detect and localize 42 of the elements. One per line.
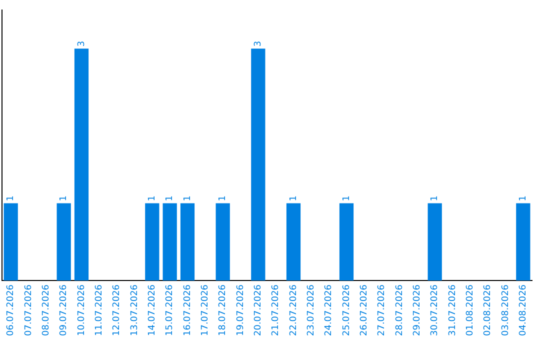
- x-tick-label: 02.08.2026: [483, 284, 494, 336]
- x-tick-label: 06.07.2026: [6, 284, 16, 336]
- x-tick-label: 10.07.2026: [76, 284, 87, 336]
- x-tick-label: 23.07.2026: [306, 284, 317, 336]
- x-tick-label: 24.07.2026: [324, 284, 334, 336]
- x-tick-label: 31.07.2026: [448, 284, 458, 336]
- x-tick-label: 01.08.2026: [466, 284, 476, 336]
- x-tick-label: 15.07.2026: [165, 284, 176, 336]
- x-tick-label: 16.07.2026: [182, 284, 193, 336]
- data-label: 1: [288, 195, 299, 202]
- data-label: 1: [518, 195, 529, 202]
- x-tick-label: 28.07.2026: [394, 284, 405, 336]
- data-label: 1: [148, 195, 158, 202]
- x-tick-label: 25.07.2026: [342, 284, 352, 336]
- x-tick-label: 03.08.2026: [500, 284, 511, 336]
- x-tick-label: 09.07.2026: [59, 284, 70, 336]
- x-tick-label: 14.07.2026: [148, 284, 158, 336]
- data-label: 1: [182, 195, 193, 202]
- x-tick-label: 19.07.2026: [236, 284, 246, 336]
- x-tick-label: 29.07.2026: [412, 284, 423, 336]
- x-tick-label: 27.07.2026: [377, 284, 388, 336]
- x-tick-label: 13.07.2026: [130, 284, 140, 336]
- x-tick-label: 30.07.2026: [430, 284, 440, 336]
- data-label: 1: [430, 195, 440, 202]
- x-tick-label: 26.07.2026: [360, 284, 370, 336]
- x-tick-label: 11.07.2026: [94, 284, 105, 336]
- data-label: 1: [6, 195, 16, 202]
- x-tick-label: 07.07.2026: [24, 284, 34, 336]
- x-tick-label: 04.08.2026: [518, 284, 529, 336]
- data-label: 1: [59, 195, 70, 202]
- x-tick-label: 21.07.2026: [271, 284, 282, 336]
- x-tick-label: 12.07.2026: [112, 284, 122, 336]
- data-label: 1: [218, 195, 228, 202]
- x-tick-label: 18.07.2026: [218, 284, 228, 336]
- x-tick-label: 08.07.2026: [42, 284, 52, 336]
- x-tick-label: 20.07.2026: [254, 284, 264, 336]
- x-tick-label: 17.07.2026: [200, 284, 211, 336]
- x-tick-label: 22.07.2026: [288, 284, 299, 336]
- data-label: 1: [165, 195, 176, 202]
- data-label: 3: [76, 40, 87, 47]
- data-label: 1: [342, 195, 352, 202]
- data-label: 3: [254, 40, 264, 47]
